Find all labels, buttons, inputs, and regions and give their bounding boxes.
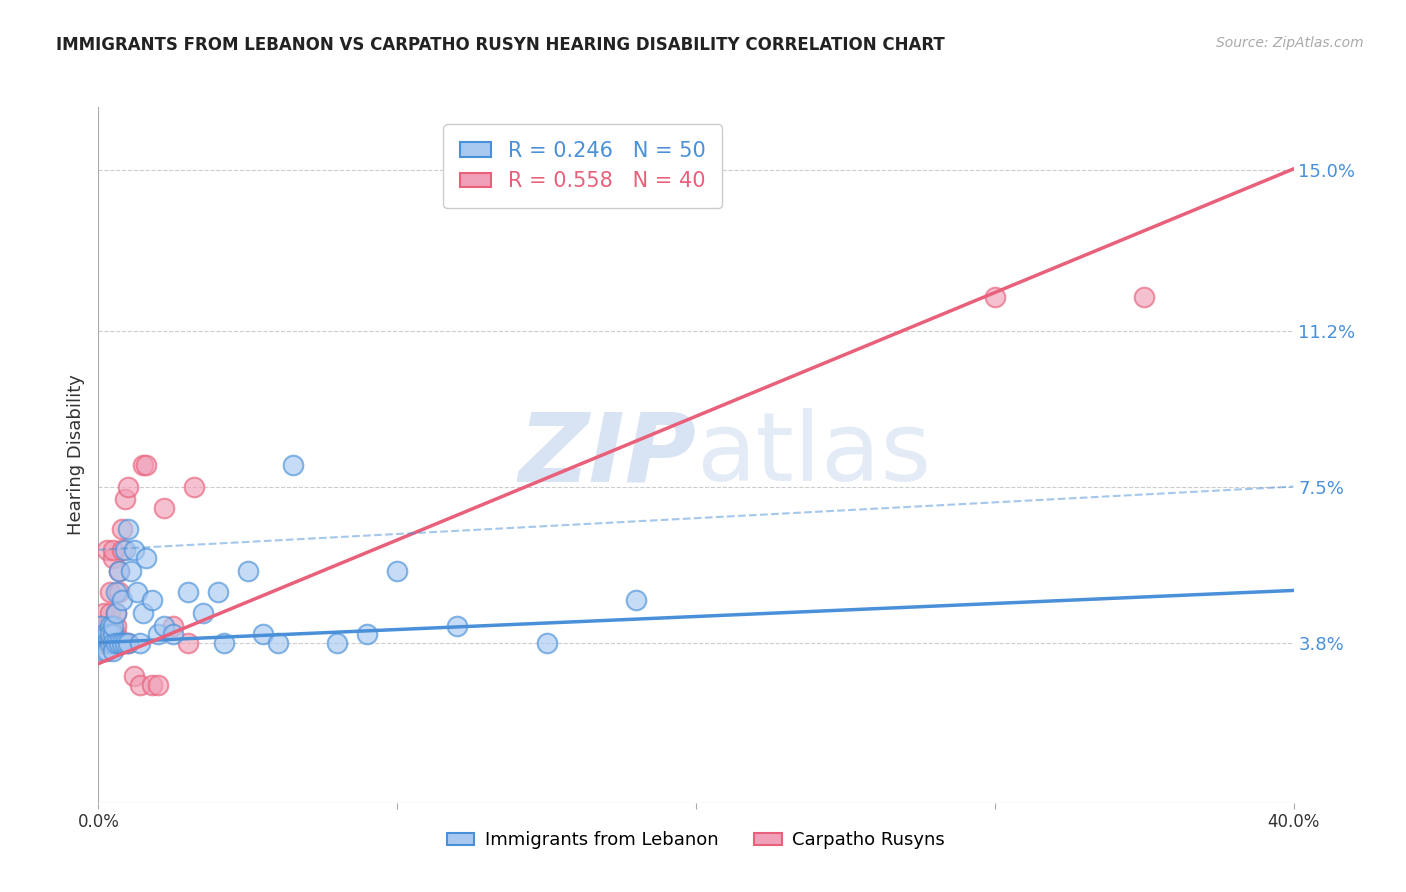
Point (162, 618, 184, 632)
Point (114, 635, 136, 649)
Point (90, 618, 112, 632)
Point (267, 635, 290, 649)
Point (108, 564, 131, 578)
Point (93, 635, 115, 649)
Point (132, 458, 155, 473)
Text: atlas: atlas (696, 409, 931, 501)
Point (114, 542, 136, 557)
Point (207, 585, 229, 599)
Point (96, 618, 118, 632)
Point (93, 606, 115, 620)
Point (103, 618, 125, 632)
Point (135, 551, 157, 566)
Point (1133, 290, 1156, 304)
Point (103, 627, 125, 641)
Point (177, 635, 200, 649)
Point (98, 585, 122, 599)
Point (105, 618, 128, 632)
Point (114, 492, 136, 507)
Point (98, 627, 122, 641)
Point (105, 627, 128, 641)
Point (105, 606, 128, 620)
Point (129, 678, 152, 692)
Point (984, 290, 1007, 304)
Point (111, 593, 134, 607)
Text: Source: ZipAtlas.com: Source: ZipAtlas.com (1216, 36, 1364, 50)
Point (98, 635, 122, 649)
Point (148, 678, 170, 692)
Point (385, 564, 409, 578)
Point (141, 678, 163, 692)
Point (98, 618, 122, 632)
Text: ZIP: ZIP (517, 409, 696, 501)
Point (98, 606, 122, 620)
Point (111, 542, 134, 557)
Text: IMMIGRANTS FROM LEBANON VS CARPATHO RUSYN HEARING DISABILITY CORRELATION CHART: IMMIGRANTS FROM LEBANON VS CARPATHO RUSY… (56, 36, 945, 54)
Point (117, 635, 139, 649)
Point (93, 635, 115, 649)
Point (129, 635, 152, 649)
Point (446, 618, 468, 632)
Point (141, 593, 163, 607)
Point (108, 585, 131, 599)
Point (96, 644, 118, 658)
Point (236, 564, 259, 578)
Point (117, 635, 139, 649)
Point (103, 551, 125, 566)
Point (96, 635, 118, 649)
Point (212, 635, 235, 649)
Point (93, 627, 115, 641)
Point (96, 627, 118, 641)
Point (124, 669, 146, 683)
Point (103, 635, 125, 649)
Point (191, 606, 214, 620)
Point (117, 522, 139, 536)
Point (103, 644, 125, 658)
Point (93, 627, 115, 641)
Legend: Immigrants from Lebanon, Carpatho Rusyns: Immigrants from Lebanon, Carpatho Rusyns (440, 824, 952, 856)
Point (162, 627, 184, 641)
Point (93, 635, 115, 649)
Point (120, 564, 142, 578)
Point (356, 627, 378, 641)
Point (105, 635, 128, 649)
Point (153, 500, 176, 515)
Point (96, 635, 118, 649)
Point (326, 635, 349, 649)
Point (117, 479, 139, 493)
Point (124, 542, 146, 557)
Point (90, 635, 112, 649)
Point (281, 458, 304, 473)
Point (108, 635, 131, 649)
Point (153, 618, 176, 632)
Point (103, 542, 125, 557)
Point (105, 585, 128, 599)
Point (536, 635, 558, 649)
Point (183, 479, 205, 493)
Point (132, 606, 155, 620)
Y-axis label: Hearing Disability: Hearing Disability (66, 375, 84, 535)
Point (90, 618, 112, 632)
Point (148, 627, 170, 641)
Point (103, 627, 125, 641)
Point (93, 644, 115, 658)
Point (96, 542, 118, 557)
Point (127, 585, 149, 599)
Point (111, 522, 134, 536)
Point (90, 635, 112, 649)
Point (177, 585, 200, 599)
Point (108, 564, 131, 578)
Point (96, 627, 118, 641)
Point (105, 606, 128, 620)
Point (626, 593, 648, 607)
Point (135, 458, 157, 473)
Point (98, 627, 122, 641)
Point (111, 635, 134, 649)
Point (252, 627, 274, 641)
Point (98, 635, 122, 649)
Point (90, 627, 112, 641)
